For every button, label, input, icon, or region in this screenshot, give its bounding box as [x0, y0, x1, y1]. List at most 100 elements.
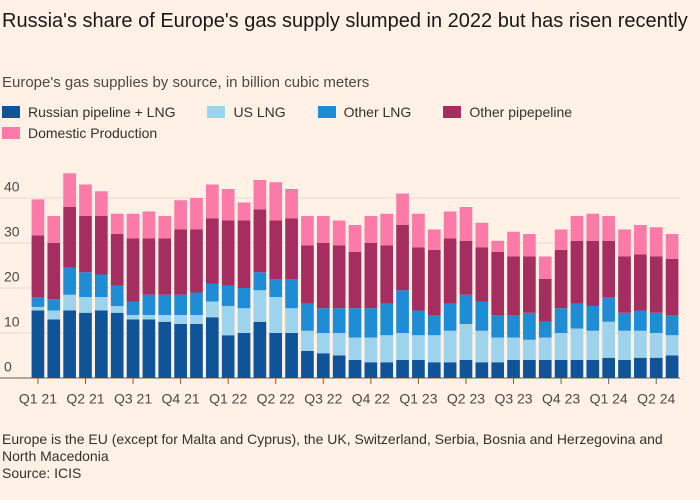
bar-segment [412, 360, 425, 378]
bar-segment [459, 360, 473, 378]
bar-segment [47, 310, 61, 320]
legend-swatch [207, 106, 226, 118]
bar-segment [491, 240, 505, 252]
legend-label: Russian pipeline + LNG [28, 104, 176, 120]
x-tick-label: Q1 22 [209, 391, 247, 407]
bar-segment [570, 240, 584, 304]
bar-segment [142, 211, 156, 239]
bar-segment [63, 207, 76, 268]
x-tick-label: Q1 21 [19, 391, 57, 407]
bar-segment [459, 294, 473, 324]
bar-segment [253, 321, 267, 378]
bar-segment [427, 249, 441, 315]
bar-segment [396, 333, 409, 360]
legend: Russian pipeline + LNG US LNG Other LNG Oth… [2, 104, 642, 141]
bar-segment [47, 216, 61, 243]
bar-segment [538, 321, 552, 338]
bar-segment [348, 337, 362, 360]
bar-segment [269, 220, 283, 279]
bar-segment [634, 310, 647, 331]
bar-segment [586, 240, 600, 306]
bar-segment [63, 310, 76, 378]
bar-segment [95, 216, 108, 275]
bar-segment [158, 315, 172, 322]
bar-segment [523, 312, 536, 340]
bar-segment [380, 303, 394, 336]
bar-segment [523, 339, 536, 360]
bar-segment [205, 218, 219, 284]
bar-segment [602, 297, 615, 322]
bar-segment [316, 243, 330, 309]
bar-segment [523, 234, 536, 257]
bar-segment [47, 299, 61, 311]
bar-segment [174, 324, 187, 378]
legend-label: US LNG [233, 104, 286, 120]
bar-segment [79, 272, 92, 297]
x-tick-label: Q4 23 [542, 391, 580, 407]
bar-segment [332, 333, 346, 356]
bar-segment [412, 335, 425, 360]
bar-segment [380, 245, 394, 304]
bar-segment [63, 294, 76, 311]
bar-segment [554, 360, 568, 378]
bar-segment [110, 285, 124, 306]
legend-swatch [2, 106, 20, 118]
legend-item: Other LNG [317, 104, 411, 120]
bar-segment [443, 362, 457, 378]
bar-segment [586, 213, 600, 241]
bar-segment [348, 308, 362, 338]
bar-segment [79, 184, 92, 216]
bar-segment [301, 351, 314, 378]
x-tick-label: Q2 22 [257, 391, 295, 407]
legend-swatch [2, 127, 20, 139]
bar-segment [665, 335, 679, 356]
bar-segment [158, 294, 172, 315]
bar-segment [79, 297, 92, 313]
bar-segment [427, 229, 441, 250]
bar-segment [459, 240, 473, 295]
bar-segment [190, 315, 203, 324]
bar-segment [586, 360, 600, 378]
bar-segment [205, 317, 219, 378]
bar-segment [316, 353, 330, 378]
footnote: Europe is the EU (except for Malta and C… [2, 431, 663, 464]
bar-segment [95, 310, 108, 378]
bar-segment [475, 247, 489, 302]
y-tick-label: 0 [4, 359, 12, 375]
bar-segment [31, 199, 45, 236]
bar-segment [380, 362, 394, 378]
bar-segment [570, 328, 584, 360]
bar-segment [570, 303, 584, 329]
bar-segment [31, 235, 45, 297]
bar-segment [301, 330, 314, 351]
x-tick-label: Q3 23 [494, 391, 532, 407]
bar-segment [285, 279, 298, 309]
legend-item: US LNG [207, 104, 286, 120]
bar-segment [158, 216, 172, 239]
bar-segment [126, 301, 140, 315]
bar-segment [427, 335, 441, 363]
bar-segment [570, 360, 584, 378]
bar-segment [110, 213, 124, 234]
bar-segment [301, 216, 314, 246]
bar-segment [221, 220, 235, 286]
bar-segment [634, 254, 647, 311]
bar-segment [95, 274, 108, 297]
bar-segment [190, 324, 203, 378]
bar-segment [380, 335, 394, 363]
bar-segment [269, 182, 283, 221]
bar-segment [475, 330, 489, 363]
bar-segment [237, 308, 251, 333]
bar-segment [63, 173, 76, 207]
bar-segment [554, 333, 568, 360]
bar-segment [364, 337, 378, 363]
bar-segment [618, 312, 631, 331]
bar-segment [142, 315, 156, 320]
bar-segment [586, 306, 600, 331]
bar-segment [570, 216, 584, 241]
bar-segment [126, 238, 140, 302]
notes: Europe is the EU (except for Malta and C… [2, 431, 692, 482]
bar-segment [126, 213, 140, 239]
bar-segment [47, 319, 61, 378]
bar-segment [237, 333, 251, 378]
